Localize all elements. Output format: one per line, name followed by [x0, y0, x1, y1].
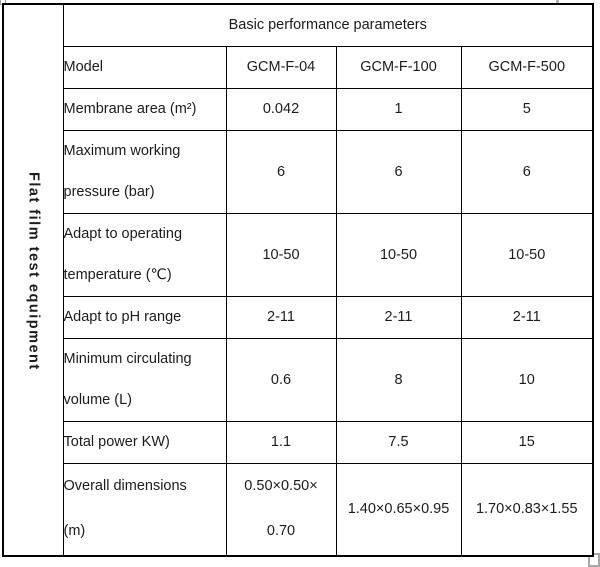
cell-value: 15	[460, 421, 594, 464]
cell-value: 6	[460, 130, 594, 214]
row-label: Adapt to operating temperature (℃)	[62, 213, 227, 297]
table-row: Minimum circulating volume (L) 0.6 8 10	[3, 338, 594, 422]
cell-value: 1	[335, 88, 462, 131]
cell-value: 10-50	[225, 213, 337, 297]
cell-value: 8	[335, 338, 462, 422]
cell-value: 0.042	[225, 88, 337, 131]
cell-value: 6	[225, 130, 337, 214]
cell-value: 2-11	[225, 296, 337, 339]
table-row: Maximum working pressure (bar) 6 6 6	[3, 130, 594, 214]
table-row: Membrane area (m²) 0.042 1 5	[3, 88, 594, 131]
table-row: Adapt to pH range 2-11 2-11 2-11	[3, 296, 594, 339]
vertical-title: Flat film test equipment	[25, 171, 42, 371]
cell-value: GCM-F-04	[225, 46, 337, 89]
table-row: Total power KW) 1.1 7.5 15	[3, 421, 594, 464]
cell-value: 10	[460, 338, 594, 422]
row-label: Overall dimensions (m)	[62, 463, 227, 556]
cell-value: 1.40×0.65×0.95	[335, 463, 462, 556]
row-label: Adapt to pH range	[62, 296, 227, 339]
cell-value: 1.1	[225, 421, 337, 464]
cell-value: 10-50	[335, 213, 462, 297]
table-row: Model GCM-F-04 GCM-F-100 GCM-F-500	[3, 46, 594, 89]
cell-value: 5	[460, 88, 594, 131]
row-label: Total power KW)	[62, 421, 227, 464]
row-label: Membrane area (m²)	[62, 88, 227, 131]
cell-value: 0.6	[225, 338, 337, 422]
table-title: Basic performance parameters	[62, 3, 594, 47]
cell-value: 2-11	[460, 296, 594, 339]
row-label: Model	[62, 46, 227, 89]
cell-value: 0.50×0.50× 0.70	[225, 463, 337, 556]
cell-value: 1.70×0.83×1.55	[460, 463, 594, 556]
cell-value: 6	[335, 130, 462, 214]
table-row: Adapt to operating temperature (℃) 10-50 1…	[3, 213, 594, 297]
row-label: Minimum circulating volume (L)	[62, 338, 227, 422]
table-header-row: Flat film test equipment Basic performan…	[2, 3, 594, 556]
parameters-table: Flat film test equipment Basic performan…	[2, 3, 594, 557]
cell-value: 2-11	[335, 296, 462, 339]
vertical-title-cell: Flat film test equipment	[2, 3, 64, 556]
cell-value: 7.5	[335, 421, 462, 464]
table-row: Overall dimensions (m) 0.50×0.50× 0.70 1.4…	[3, 463, 594, 556]
cell-value: GCM-F-100	[335, 46, 462, 89]
cell-value: 10-50	[460, 213, 594, 297]
row-label: Maximum working pressure (bar)	[62, 130, 227, 214]
cell-value: GCM-F-500	[460, 46, 594, 89]
